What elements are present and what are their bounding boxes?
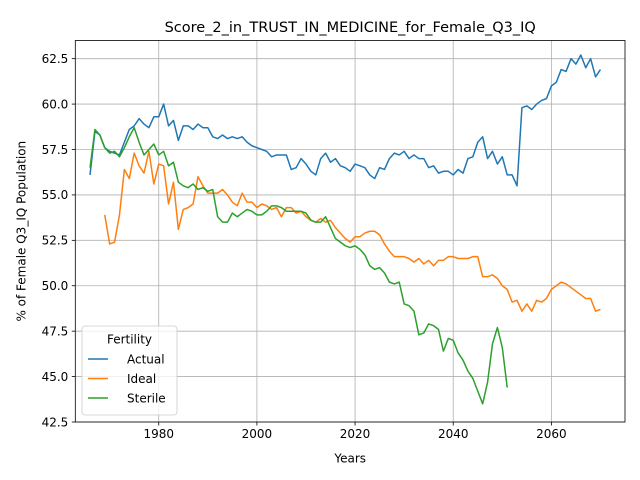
y-tick-label: 45.0 <box>42 370 69 384</box>
legend: Fertility Actual Ideal Sterile <box>81 325 178 416</box>
series-line-ideal <box>104 150 601 312</box>
x-tick-label: 2000 <box>242 427 273 441</box>
x-tick-label: 2060 <box>536 427 567 441</box>
x-tick-label: 2040 <box>438 427 469 441</box>
y-tick-label: 62.5 <box>42 52 69 66</box>
y-tick-label: 57.5 <box>42 143 69 157</box>
legend-box <box>81 325 178 416</box>
x-tick-label: 2020 <box>340 427 371 441</box>
y-axis-label: % of Female Q3_IQ Population <box>15 141 29 322</box>
y-tick-label: 55.0 <box>42 188 69 202</box>
y-tick-label: 60.0 <box>42 97 69 111</box>
series-line-actual <box>89 54 602 187</box>
plot-series <box>89 54 602 405</box>
y-tick-label: 42.5 <box>42 415 69 429</box>
plot-frame <box>74 40 626 423</box>
y-tick-label: 47.5 <box>42 324 69 338</box>
y-tick-label: 50.0 <box>42 279 69 293</box>
series-line-sterile <box>89 126 508 405</box>
legend-label-actual: Actual <box>127 353 165 367</box>
y-tick-label: 52.5 <box>42 234 69 248</box>
axes: 1980 2000 2020 2040 2060 42.5 45.0 47.5 50.0 52.5… <box>42 52 567 441</box>
x-tick-label: 1980 <box>143 427 174 441</box>
legend-label-sterile: Sterile <box>127 392 166 406</box>
x-axis-label: Years <box>333 452 366 466</box>
legend-title: Fertility <box>107 333 152 347</box>
chart-title: Score_2_in_TRUST_IN_MEDICINE_for_Female_… <box>165 20 536 36</box>
legend-label-ideal: Ideal <box>127 372 156 386</box>
